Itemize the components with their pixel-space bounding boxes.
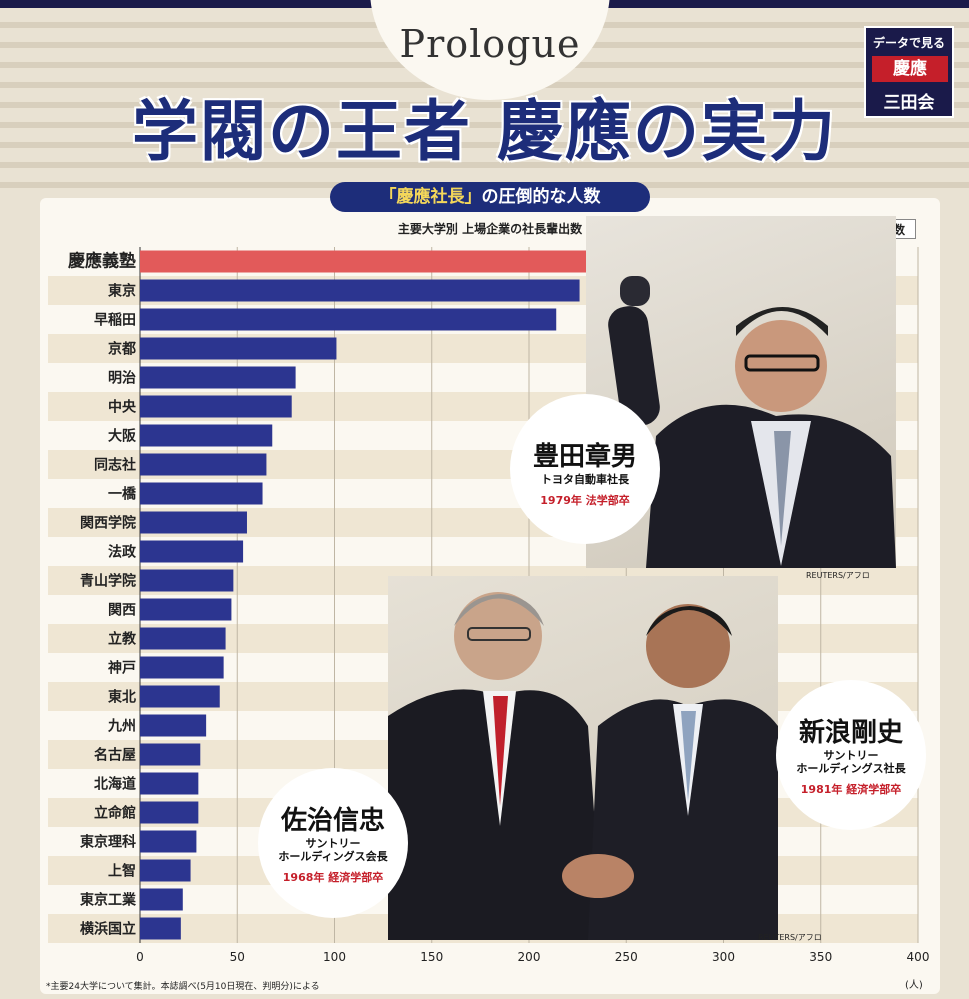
category-label: 慶應義塾 xyxy=(68,251,136,272)
category-label: 同志社 xyxy=(94,457,136,474)
category-label: 法政 xyxy=(108,544,137,561)
category-label: 上智 xyxy=(108,863,136,880)
x-tick-label: 400 xyxy=(907,950,930,964)
photo-credit-1: REUTERS/アフロ xyxy=(806,571,870,580)
bar xyxy=(140,395,292,418)
bar xyxy=(140,627,226,650)
x-tick-label: 150 xyxy=(420,950,443,964)
category-label: 東京工業 xyxy=(80,892,137,909)
people-silhouette-2 xyxy=(388,592,778,940)
person-grad: 1981年 経済学部卒 xyxy=(800,783,902,796)
badge-line3: 三田会 xyxy=(883,93,935,113)
x-tick-label: 300 xyxy=(712,950,735,964)
photo-credit-2: REUTERS/アフロ xyxy=(758,933,822,942)
bar xyxy=(140,424,273,447)
category-label: 京都 xyxy=(108,341,136,358)
bar xyxy=(140,511,247,534)
x-tick-label: 350 xyxy=(809,950,832,964)
bar xyxy=(140,482,263,505)
bubble-niinami: 新浪剛史 サントリー ホールディングス社長 1981年 経済学部卒 xyxy=(776,680,926,830)
bar xyxy=(140,337,337,360)
bar xyxy=(140,859,191,882)
category-label: 青山学院 xyxy=(80,573,136,590)
x-tick-label: 0 xyxy=(136,950,144,964)
bar xyxy=(140,743,201,766)
person-role-line2: ホールディングス社長 xyxy=(796,762,906,775)
bar xyxy=(140,366,296,389)
category-label: 一橋 xyxy=(108,486,137,503)
person-role-line1: サントリー xyxy=(305,837,361,850)
x-tick-label: 200 xyxy=(518,950,541,964)
category-label: 中央 xyxy=(108,399,137,416)
person-silhouette-1 xyxy=(608,276,896,568)
category-label: 関西学院 xyxy=(80,515,136,532)
pill-text: の圧倒的な人数 xyxy=(481,187,601,207)
bar xyxy=(140,569,234,592)
bar xyxy=(140,598,232,621)
bar xyxy=(140,656,224,679)
x-tick-label: 50 xyxy=(230,950,245,964)
bar xyxy=(140,917,181,940)
series-badge: データで見る 慶應 三田会 xyxy=(864,26,954,118)
chart-subtitle: 主要大学別 上場企業の社長輩出数 xyxy=(397,222,583,236)
category-label: 北海道 xyxy=(94,776,136,793)
person-role-line2: ホールディングス会長 xyxy=(278,850,388,863)
category-label: 東北 xyxy=(108,689,136,706)
category-label: 関西 xyxy=(108,603,136,619)
bar xyxy=(140,279,580,302)
photo-suntory xyxy=(388,576,778,940)
chart-title-pill: 「慶應社長」の圧倒的な人数 xyxy=(330,182,650,212)
prologue-label: Prologue xyxy=(399,22,581,66)
category-label: 九州 xyxy=(107,719,136,735)
person-name: 佐治信忠 xyxy=(280,806,385,836)
person-name: 新浪剛史 xyxy=(798,718,903,748)
x-tick-label: 100 xyxy=(323,950,346,964)
badge-line1: データで見る xyxy=(872,36,945,50)
category-label: 明治 xyxy=(108,370,136,387)
bubble-saji: 佐治信忠 サントリー ホールディングス会長 1968年 経済学部卒 xyxy=(258,768,408,918)
category-label: 横浜国立 xyxy=(80,921,136,938)
category-label: 立教 xyxy=(108,631,137,648)
page-title: 学閥の王者 慶應の実力 xyxy=(132,93,837,170)
category-label: 早稲田 xyxy=(94,312,136,329)
x-tick-label: 250 xyxy=(615,950,638,964)
bar xyxy=(140,830,197,853)
footnote: *主要24大学について集計。本誌調べ(5月10日現在、判明分)による xyxy=(46,982,320,992)
bar xyxy=(140,772,199,795)
person-name: 豊田章男 xyxy=(532,442,637,472)
person-role-line1: サントリー xyxy=(823,749,879,762)
pill-accent: 「慶應社長」 xyxy=(379,187,482,207)
bar xyxy=(140,540,244,563)
category-label: 名古屋 xyxy=(94,747,136,764)
person-grad: 1979年 法学部卒 xyxy=(540,494,630,507)
bar xyxy=(140,685,220,708)
bar xyxy=(140,308,557,331)
bar xyxy=(140,801,199,824)
badge-line2: 慶應 xyxy=(872,56,948,82)
person-role: トヨタ自動車社長 xyxy=(541,473,629,486)
x-unit-label: (人) xyxy=(905,980,923,991)
category-label: 大阪 xyxy=(108,428,137,445)
category-label: 東京理科 xyxy=(80,834,136,851)
bubble-toyoda: 豊田章男 トヨタ自動車社長 1979年 法学部卒 xyxy=(510,394,660,544)
person-grad: 1968年 経済学部卒 xyxy=(282,871,384,884)
category-label: 立命館 xyxy=(94,805,136,822)
category-label: 東京 xyxy=(108,283,136,300)
bar xyxy=(140,453,267,476)
bar xyxy=(140,888,183,911)
category-label: 神戸 xyxy=(108,660,136,677)
bar xyxy=(140,714,207,737)
photo-toyoda xyxy=(586,216,896,568)
